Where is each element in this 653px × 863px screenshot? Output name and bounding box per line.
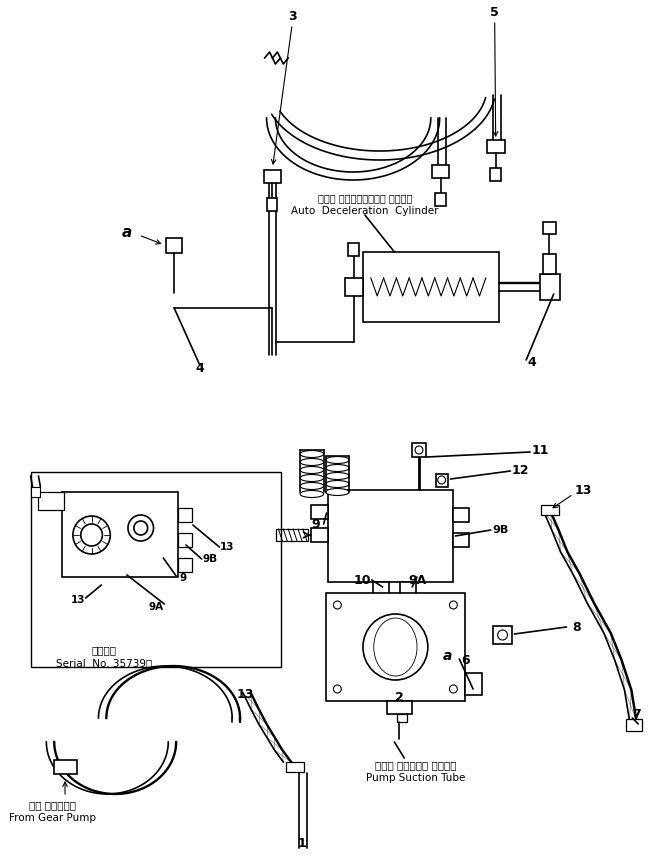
Bar bbox=[541, 505, 558, 515]
Bar bbox=[412, 443, 426, 457]
Bar bbox=[363, 252, 499, 322]
Bar bbox=[398, 714, 407, 722]
Bar bbox=[167, 238, 182, 253]
Text: From Gear Pump: From Gear Pump bbox=[8, 813, 96, 823]
Text: Serial  No. 35739～: Serial No. 35739～ bbox=[56, 658, 153, 668]
Text: 2: 2 bbox=[395, 690, 404, 703]
Text: 9: 9 bbox=[311, 518, 320, 531]
Text: Pump Suction Tube: Pump Suction Tube bbox=[366, 773, 466, 783]
Text: 9B: 9B bbox=[492, 525, 509, 535]
Circle shape bbox=[128, 515, 153, 541]
Circle shape bbox=[438, 476, 445, 484]
Circle shape bbox=[415, 446, 423, 454]
Ellipse shape bbox=[300, 467, 324, 474]
Bar bbox=[543, 254, 556, 274]
Bar bbox=[178, 558, 192, 572]
Ellipse shape bbox=[300, 458, 324, 465]
Text: 6: 6 bbox=[461, 653, 470, 666]
Bar bbox=[373, 582, 389, 596]
Text: Auto  Deceleration  Cylinder: Auto Deceleration Cylinder bbox=[291, 206, 439, 216]
Bar bbox=[453, 533, 469, 547]
Circle shape bbox=[363, 614, 428, 680]
Text: 7: 7 bbox=[632, 708, 641, 721]
Text: ポンプ サクション チューブ: ポンプ サクション チューブ bbox=[375, 760, 457, 770]
Circle shape bbox=[449, 685, 457, 693]
Bar bbox=[31, 472, 281, 667]
Bar bbox=[453, 508, 469, 522]
Bar bbox=[311, 505, 328, 519]
Ellipse shape bbox=[374, 618, 417, 676]
Text: 13: 13 bbox=[220, 542, 234, 552]
Bar bbox=[276, 529, 308, 541]
Ellipse shape bbox=[326, 488, 349, 495]
Text: 13: 13 bbox=[575, 483, 592, 496]
Text: 9: 9 bbox=[180, 573, 187, 583]
Text: 8: 8 bbox=[572, 620, 581, 633]
Circle shape bbox=[334, 685, 342, 693]
Bar bbox=[311, 528, 328, 542]
Bar bbox=[264, 170, 281, 183]
Circle shape bbox=[449, 601, 457, 609]
Circle shape bbox=[134, 521, 148, 535]
Bar bbox=[286, 762, 304, 772]
Bar bbox=[540, 274, 560, 300]
Bar bbox=[54, 760, 77, 774]
Ellipse shape bbox=[326, 457, 349, 463]
Text: a: a bbox=[122, 224, 132, 240]
Bar bbox=[39, 492, 64, 510]
Text: 3: 3 bbox=[288, 10, 296, 23]
Text: 13: 13 bbox=[236, 688, 253, 701]
Text: ギヤ ポンプから: ギヤ ポンプから bbox=[29, 800, 76, 810]
Text: 9B: 9B bbox=[202, 554, 217, 564]
Text: 9A: 9A bbox=[408, 574, 426, 587]
Bar bbox=[626, 719, 642, 731]
Bar bbox=[178, 508, 192, 522]
Bar bbox=[178, 533, 192, 547]
Bar bbox=[490, 168, 501, 181]
Bar bbox=[345, 278, 363, 296]
Bar bbox=[326, 593, 465, 701]
Bar bbox=[62, 492, 178, 577]
Ellipse shape bbox=[300, 475, 324, 482]
Bar bbox=[31, 487, 40, 497]
Bar bbox=[493, 626, 513, 644]
Text: 12: 12 bbox=[511, 463, 529, 476]
Text: 13: 13 bbox=[71, 595, 85, 605]
Circle shape bbox=[379, 630, 412, 664]
Text: オート デセラレーション シリンダ: オート デセラレーション シリンダ bbox=[318, 193, 412, 203]
Bar bbox=[328, 490, 453, 582]
Bar bbox=[348, 243, 359, 256]
Ellipse shape bbox=[300, 482, 324, 489]
Bar bbox=[436, 474, 449, 487]
Bar bbox=[543, 222, 556, 234]
Bar bbox=[432, 165, 449, 178]
Ellipse shape bbox=[300, 490, 324, 497]
Bar bbox=[400, 582, 416, 596]
Bar bbox=[465, 673, 482, 695]
Text: 10: 10 bbox=[353, 574, 371, 587]
Text: 5: 5 bbox=[490, 7, 499, 20]
Text: 9A: 9A bbox=[149, 602, 164, 612]
Circle shape bbox=[334, 601, 342, 609]
Ellipse shape bbox=[326, 464, 349, 471]
Ellipse shape bbox=[300, 450, 324, 457]
Text: 4: 4 bbox=[195, 362, 204, 375]
Text: 11: 11 bbox=[531, 444, 549, 457]
Bar bbox=[487, 140, 505, 153]
Bar bbox=[435, 193, 445, 206]
Circle shape bbox=[73, 516, 110, 554]
Circle shape bbox=[81, 524, 103, 546]
Text: 適用号機: 適用号機 bbox=[92, 645, 117, 655]
Text: 4: 4 bbox=[528, 356, 536, 369]
Text: 1: 1 bbox=[298, 836, 306, 849]
Circle shape bbox=[498, 630, 507, 640]
Bar bbox=[266, 198, 278, 211]
Ellipse shape bbox=[326, 473, 349, 480]
Bar bbox=[387, 701, 412, 714]
Text: a: a bbox=[443, 649, 452, 663]
Ellipse shape bbox=[326, 481, 349, 488]
